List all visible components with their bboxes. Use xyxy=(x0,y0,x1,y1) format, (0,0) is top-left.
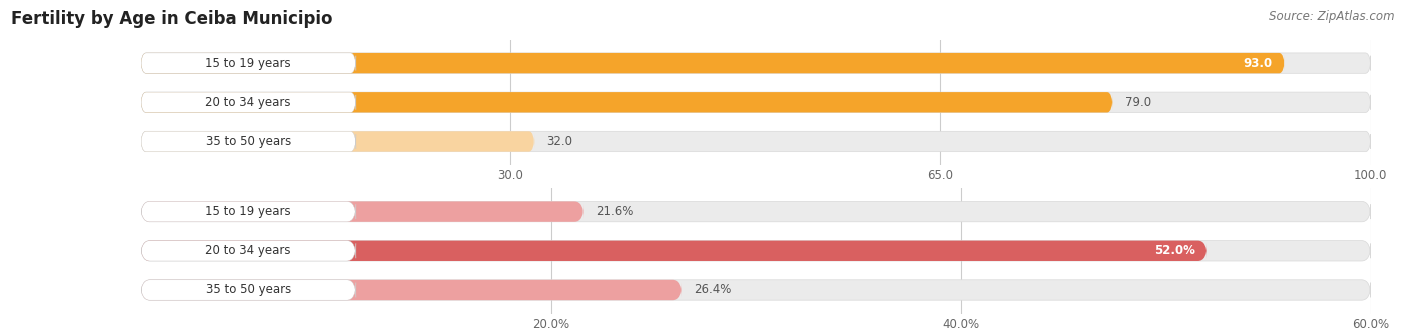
Text: 15 to 19 years: 15 to 19 years xyxy=(205,57,291,70)
FancyBboxPatch shape xyxy=(141,92,1371,113)
Text: 79.0: 79.0 xyxy=(1125,96,1152,109)
FancyBboxPatch shape xyxy=(141,53,1371,73)
Text: 20 to 34 years: 20 to 34 years xyxy=(205,244,291,257)
Text: Fertility by Age in Ceiba Municipio: Fertility by Age in Ceiba Municipio xyxy=(11,10,333,28)
Text: 52.0%: 52.0% xyxy=(1154,244,1195,257)
FancyBboxPatch shape xyxy=(141,201,356,222)
FancyBboxPatch shape xyxy=(141,131,534,152)
FancyBboxPatch shape xyxy=(141,241,1371,261)
FancyBboxPatch shape xyxy=(141,53,1285,73)
FancyBboxPatch shape xyxy=(141,280,1371,300)
FancyBboxPatch shape xyxy=(141,241,356,261)
Text: 35 to 50 years: 35 to 50 years xyxy=(205,283,291,296)
FancyBboxPatch shape xyxy=(141,201,583,222)
Text: 26.4%: 26.4% xyxy=(695,283,731,296)
FancyBboxPatch shape xyxy=(141,131,356,152)
FancyBboxPatch shape xyxy=(141,92,1112,113)
FancyBboxPatch shape xyxy=(141,131,1371,152)
Text: 21.6%: 21.6% xyxy=(596,205,633,218)
Text: 20 to 34 years: 20 to 34 years xyxy=(205,96,291,109)
FancyBboxPatch shape xyxy=(141,280,356,300)
Text: 15 to 19 years: 15 to 19 years xyxy=(205,205,291,218)
FancyBboxPatch shape xyxy=(141,92,356,113)
FancyBboxPatch shape xyxy=(141,201,1371,222)
FancyBboxPatch shape xyxy=(141,241,1206,261)
Text: Source: ZipAtlas.com: Source: ZipAtlas.com xyxy=(1270,10,1395,23)
FancyBboxPatch shape xyxy=(141,53,356,73)
FancyBboxPatch shape xyxy=(141,280,682,300)
Text: 32.0: 32.0 xyxy=(547,135,572,148)
Text: 35 to 50 years: 35 to 50 years xyxy=(205,135,291,148)
Text: 93.0: 93.0 xyxy=(1243,57,1272,70)
